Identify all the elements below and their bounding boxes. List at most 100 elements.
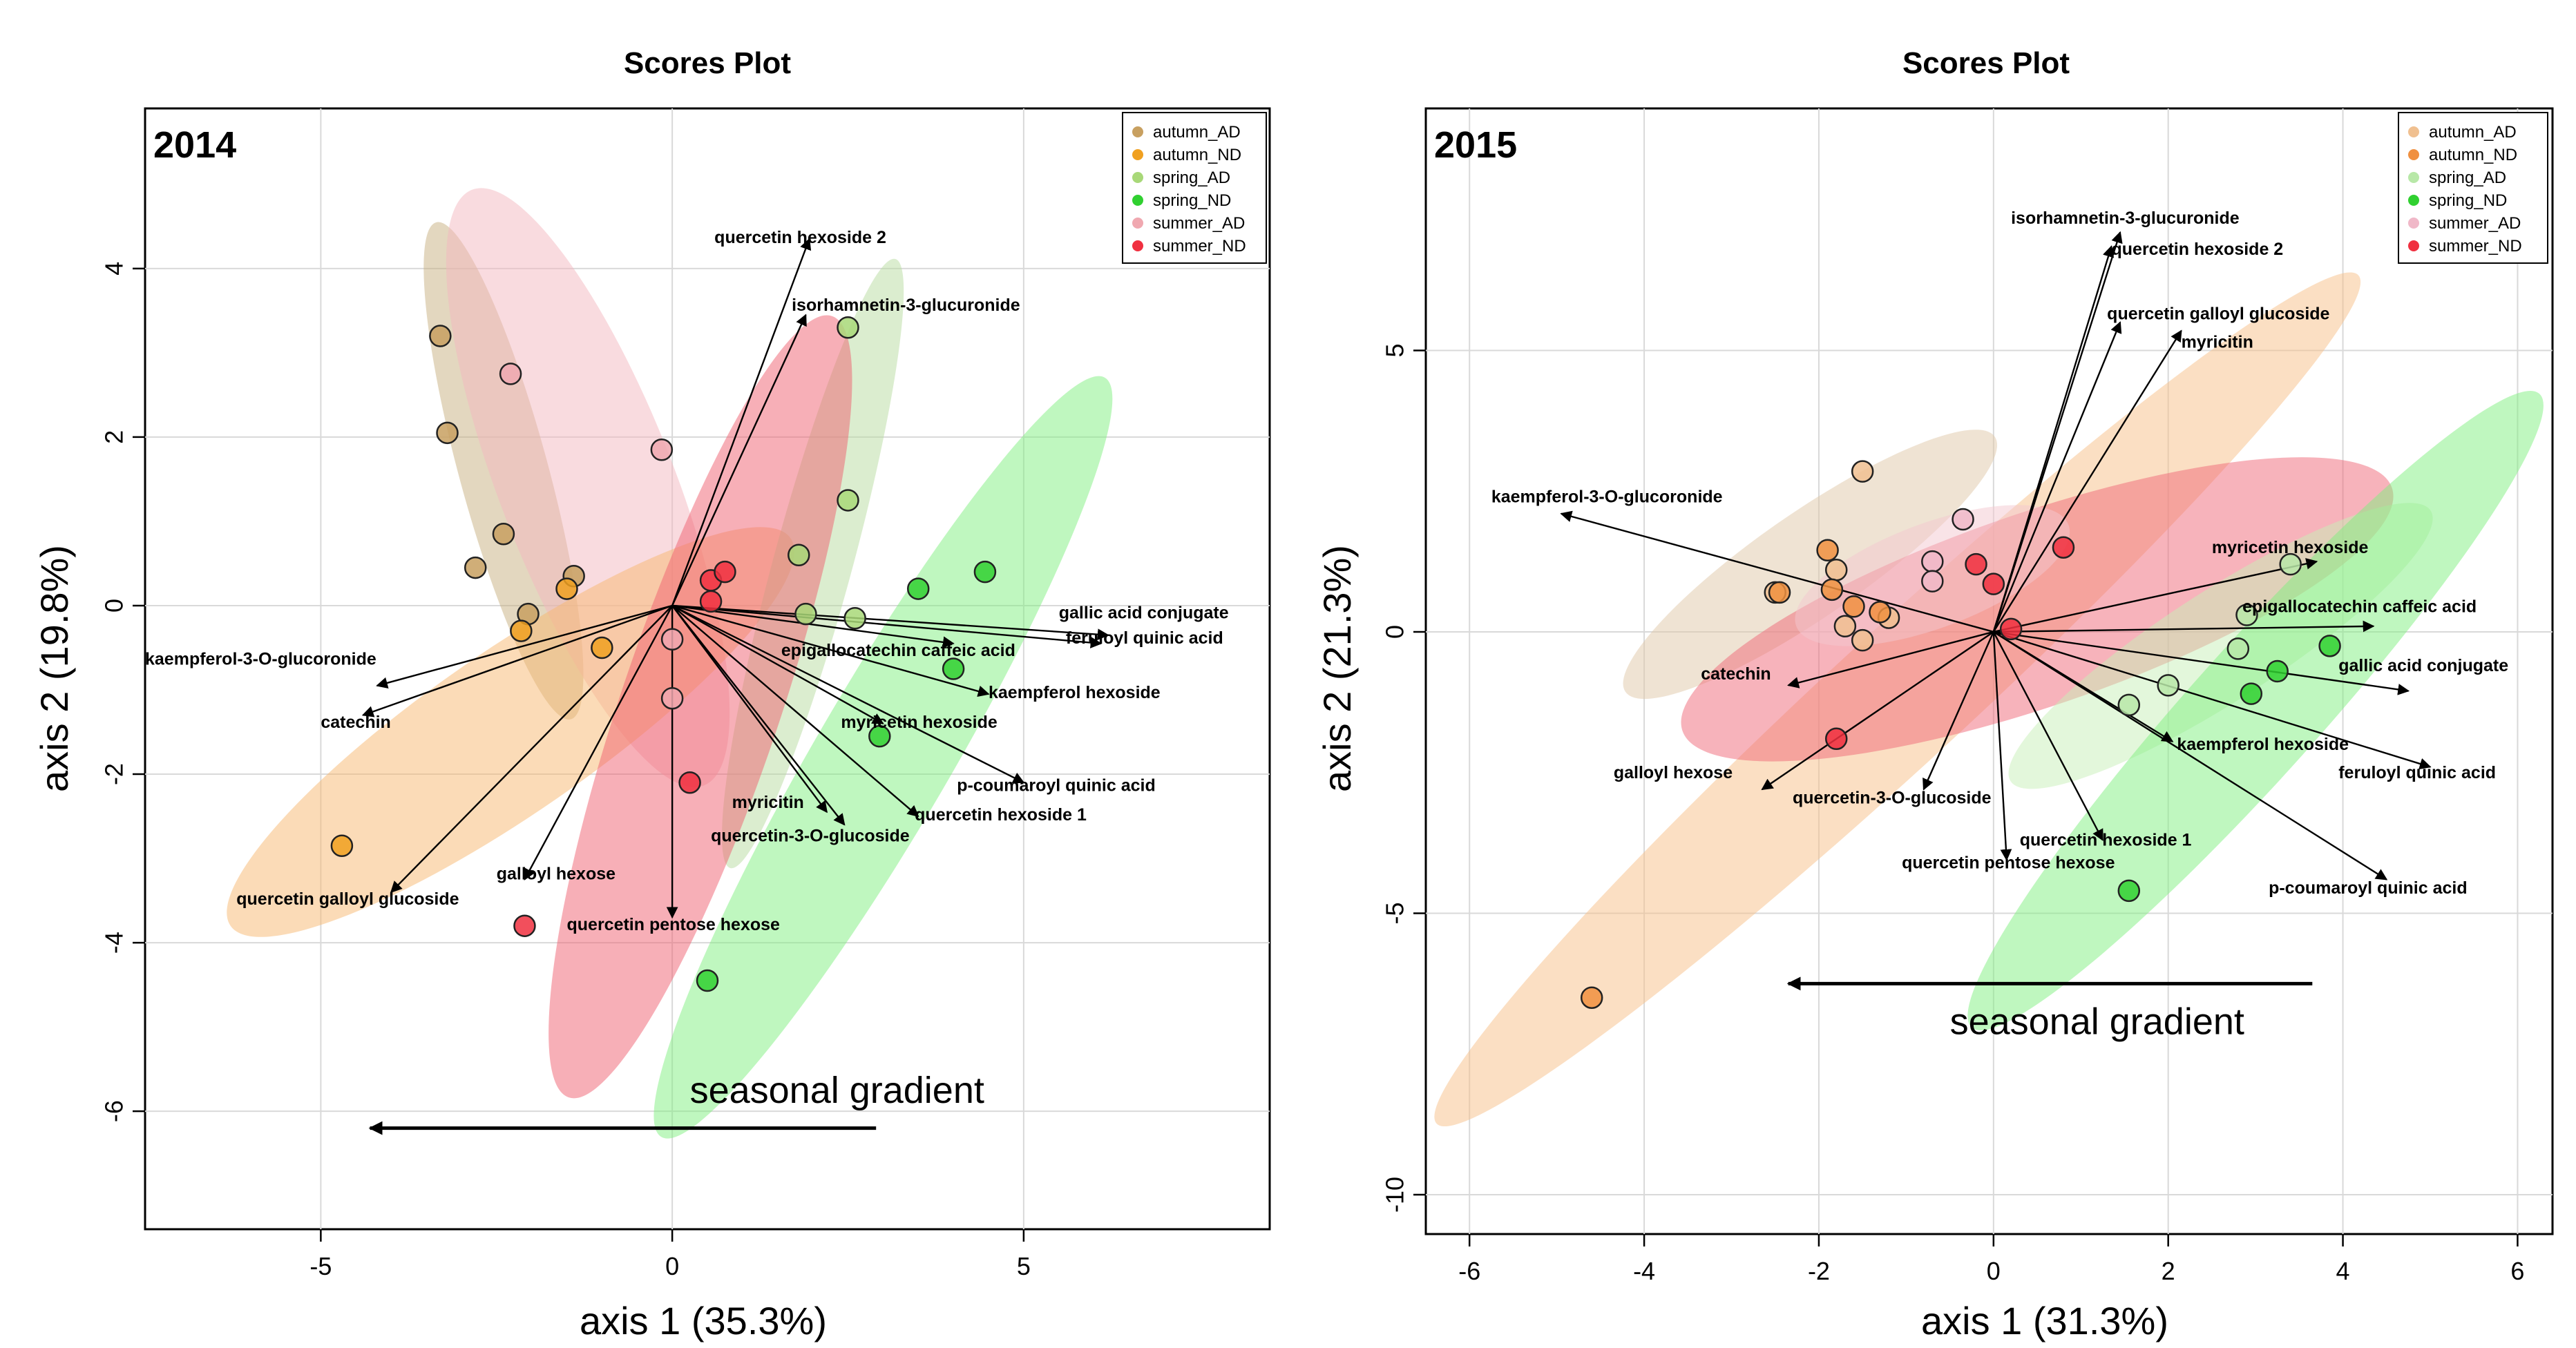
point-summer_ND	[1965, 552, 1987, 576]
ellipse-summer_ND	[548, 315, 852, 1099]
loading-arrow	[1993, 630, 2410, 695]
point-summer_ND	[678, 771, 701, 794]
loading-label: quercetin pentose hexose	[1902, 853, 2115, 872]
legend-swatch	[2408, 149, 2419, 160]
point-summer_ND	[1999, 617, 2023, 641]
point-spring_ND	[2240, 682, 2263, 705]
legend-item-label: autumn_ND	[1153, 146, 1241, 164]
point-spring_AD	[2226, 637, 2250, 660]
legend-item-label: summer_AD	[1153, 214, 1245, 233]
loading-arrow	[524, 605, 674, 881]
loading-label: quercetin hexoside 1	[915, 805, 1087, 825]
legend-item-label: spring_AD	[2429, 168, 2506, 187]
legend-item-label: spring_ND	[1153, 191, 1231, 210]
y-tick-label: 5	[1381, 343, 1409, 357]
panel-2015: Scores Plot isorhamnetin-3-glucuronide qu…	[1315, 46, 2554, 1342]
point-autumn_ND	[1869, 601, 1891, 624]
point-autumn_ND	[330, 834, 354, 858]
point-spring_AD	[2279, 552, 2302, 576]
loading-label: kaempferol hexoside	[2177, 735, 2349, 754]
legend-swatch	[1132, 218, 1143, 229]
loading-label: p-coumaroyl quinic acid	[2269, 878, 2468, 898]
point-spring_AD	[837, 489, 859, 512]
legend-swatch	[1132, 126, 1143, 137]
loading-label: kaempferol-3-O-glucoronide	[145, 649, 376, 668]
legend-item-label: spring_ND	[2429, 191, 2507, 210]
loading-label: quercetin hexoside 2	[714, 228, 886, 247]
loading-arrow	[671, 314, 807, 606]
x-tick-label: 5	[1017, 1252, 1031, 1280]
y-axis-ticks: -6 -4 -2 0 2 4	[100, 262, 145, 1122]
legend-swatch	[1132, 172, 1143, 183]
point-summer_AD	[650, 438, 674, 461]
point-summer_AD	[499, 363, 522, 385]
x-tick-label: 6	[2510, 1257, 2524, 1285]
loading-arrow	[672, 604, 1109, 641]
y-tick-label: 0	[1381, 625, 1409, 639]
x-tick-label: 2	[2162, 1257, 2175, 1285]
legend-item-label: autumn_ND	[2429, 146, 2517, 164]
loading-label: kaempferol-3-O-glucoronide	[1491, 488, 1723, 507]
ellipse-summer_ND	[1681, 457, 2394, 762]
point-spring_AD	[2117, 693, 2141, 717]
loading-arrows	[1560, 231, 2432, 880]
point-autumn_ND	[1816, 539, 1839, 562]
loading-label: quercetin pentose hexose	[567, 915, 781, 934]
y-tick-label: -4	[100, 932, 128, 954]
loading-labels: isorhamnetin-3-glucuronide quercetin hexo…	[1491, 209, 2508, 898]
point-autumn_ND	[1768, 581, 1791, 604]
point-spring_ND	[907, 577, 930, 600]
point-autumn_ND	[1842, 595, 1865, 618]
point-summer_ND	[513, 914, 536, 937]
loading-arrow	[1923, 631, 1994, 791]
loading-arrow	[1992, 245, 2115, 633]
loading-label: catechin	[1701, 664, 1771, 684]
loading-label: quercetin hexoside 2	[2112, 240, 2284, 259]
legend-swatch	[2408, 195, 2419, 206]
loading-label: myricetin hexoside	[841, 713, 998, 732]
legend: autumn_AD autumn_ND spring_AD spring_NDsumm…	[2398, 112, 2548, 264]
point-autumn_AD	[492, 523, 515, 546]
loading-label: quercetin-3-O-glucoside	[1793, 789, 1992, 808]
loading-label: isorhamnetin-3-glucuronide	[792, 296, 1020, 315]
point-summer_ND	[1982, 572, 2005, 595]
loading-label: quercetin galloyl glucoside	[236, 889, 459, 909]
point-autumn_AD	[1824, 559, 1848, 581]
y-axis-ticks: -10 -5 0 5	[1381, 343, 1426, 1213]
point-spring_AD	[788, 543, 810, 567]
panel-2014: Scores Plot quercetin hexoside 2 isorhamn…	[32, 46, 1271, 1342]
point-spring_ND	[2117, 879, 2141, 903]
point-summer_AD	[1921, 550, 1944, 573]
point-autumn_ND	[555, 577, 578, 600]
loading-arrow	[1993, 630, 2388, 880]
x-tick-label: -4	[1633, 1257, 1655, 1285]
loading-arrow	[671, 605, 828, 813]
point-autumn_AD	[429, 325, 452, 347]
loading-labels: quercetin hexoside 2 isorhamnetin-3-glucu…	[145, 228, 1229, 934]
gradient-label: seasonal gradient	[690, 1070, 984, 1111]
x-tick-label: -2	[1808, 1257, 1830, 1285]
loading-arrow	[376, 604, 673, 689]
point-autumn_ND	[1580, 986, 1603, 1009]
x-tick-label: 4	[2336, 1257, 2350, 1285]
score-points	[330, 316, 997, 992]
point-spring_ND	[696, 969, 719, 992]
loading-label: galloyl hexose	[1614, 763, 1733, 782]
legend-swatch	[2408, 126, 2419, 137]
loading-label: quercetin galloyl glucoside	[2107, 305, 2329, 324]
y-tick-label: -6	[100, 1100, 128, 1122]
loading-arrow	[1993, 558, 2318, 633]
legend-item-label: autumn_AD	[2429, 123, 2517, 142]
legend-box	[1122, 112, 1267, 264]
point-spring_ND	[2318, 635, 2341, 657]
point-spring_AD	[2157, 674, 2179, 697]
point-spring_AD	[843, 607, 866, 630]
point-spring_AD	[837, 316, 859, 339]
seasonal-gradient-annotation: seasonal gradient	[1786, 976, 2313, 1043]
loading-label: catechin	[321, 713, 390, 732]
point-summer_ND	[714, 560, 736, 584]
ellipse-spring_ND	[1967, 391, 2544, 1031]
point-autumn_ND	[591, 636, 613, 659]
point-autumn_AD	[1851, 628, 1874, 652]
loading-arrow	[1992, 321, 2122, 633]
